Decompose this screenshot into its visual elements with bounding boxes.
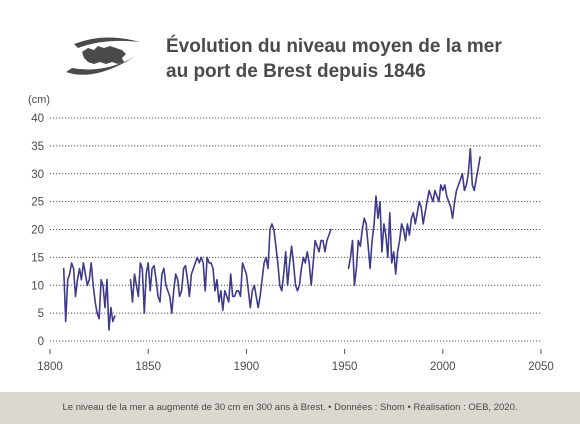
x-tick-label: 1800 (37, 361, 63, 373)
y-tick-label: 0 (38, 336, 44, 348)
brittany-map-logo (66, 37, 140, 75)
logo-swoosh-lower (66, 56, 136, 75)
y-gridlines (50, 117, 541, 342)
series-line-segment (347, 147, 481, 287)
x-tick-label: 1850 (135, 361, 161, 373)
logo-swoosh-upper (74, 37, 140, 48)
x-tick-label: 1950 (332, 361, 358, 373)
x-tick-label: 1900 (234, 361, 260, 373)
y-axis-unit-label: (cm) (28, 94, 50, 106)
y-tick-label: 5 (38, 308, 44, 320)
x-tick-labels: 1800 1850 1900 1950 2000 2050 (37, 349, 554, 373)
y-tick-label: 10 (31, 280, 44, 292)
y-tick-label: 40 (31, 113, 44, 125)
sea-level-chart: (cm) 0 5 10 15 20 25 30 35 40 1800 1850 1900 1950 20… (28, 94, 554, 373)
chart-title-line-2: au port de Brest depuis 1846 (166, 61, 426, 82)
series-line-segment (62, 262, 116, 331)
logo-region-shape (82, 46, 126, 64)
chart-title-line-1: Évolution du niveau moyen de la mer (166, 36, 502, 57)
sea-level-series (62, 147, 481, 331)
y-tick-label: 15 (31, 252, 44, 264)
y-tick-label: 30 (31, 169, 44, 181)
x-tick-label: 2050 (528, 361, 554, 373)
chart-title: Évolution du niveau moyen de la mer au p… (166, 34, 566, 84)
x-tick-label: 2000 (430, 361, 456, 373)
series-line-segment (129, 223, 332, 314)
footer-caption: Le niveau de la mer a augmenté de 30 cm … (0, 392, 580, 424)
y-tick-label: 25 (31, 197, 44, 209)
y-tick-label: 20 (31, 225, 44, 237)
y-tick-label: 35 (31, 141, 44, 153)
y-tick-labels: 0 5 10 15 20 25 30 35 40 (31, 113, 44, 348)
